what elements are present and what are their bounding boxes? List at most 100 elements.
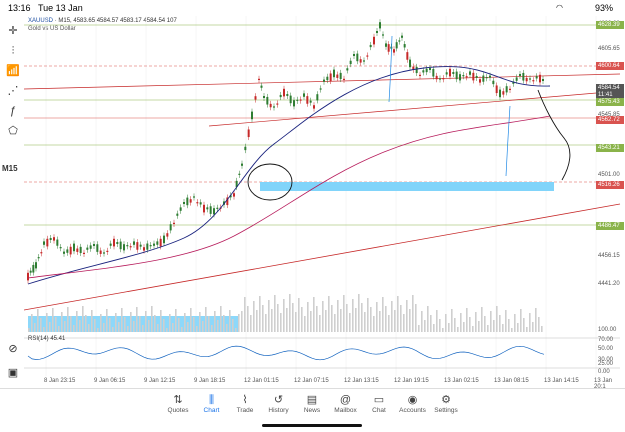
rsi-scale-label: 70.00 (598, 337, 614, 343)
time-scale-label: 12 Jan 01:15 (244, 378, 279, 384)
volume-bar (157, 324, 159, 332)
volume-bar (118, 322, 120, 332)
nav-item-history[interactable]: ↺ History (261, 393, 297, 414)
moving-averages (27, 66, 551, 285)
candle-body (359, 59, 362, 63)
timeframe-button[interactable]: M15 (2, 164, 18, 173)
nav-item-accounts[interactable]: ◉ Accounts (395, 393, 431, 414)
nav-label: Chart (203, 407, 220, 414)
volume-bar (250, 315, 252, 332)
candle-body (266, 96, 269, 105)
volume-bar (223, 315, 225, 332)
settings-icon: ⚙ (441, 394, 451, 406)
volume-bar (82, 306, 84, 332)
volume-bar (199, 312, 201, 332)
candle-body (539, 74, 541, 83)
function-icon[interactable]: ƒ (9, 105, 17, 117)
candle-body (343, 78, 345, 80)
volume-bar (421, 311, 423, 332)
shapes-icon[interactable]: ⬠ (8, 125, 18, 137)
objects-icon[interactable]: ⋰ (7, 85, 19, 97)
candle-body (35, 262, 37, 269)
volume-bar (70, 316, 72, 332)
candle-body (469, 71, 471, 75)
candle-body (459, 74, 461, 81)
candle-body (59, 247, 62, 249)
candle-body (89, 245, 92, 249)
volume-bar (439, 319, 441, 332)
volume-bar (238, 314, 240, 332)
volume-bar (139, 316, 141, 332)
volume-bar (535, 308, 537, 332)
volume-bar (46, 313, 48, 332)
candle-body (156, 241, 159, 245)
candle-body (286, 94, 289, 96)
candle-body (139, 244, 142, 247)
candle-body (435, 75, 438, 80)
nav-item-quotes[interactable]: ⇅ Quotes (160, 393, 196, 414)
candle-body (387, 44, 390, 52)
volume-bar (232, 319, 234, 332)
window-icon[interactable]: ▣ (7, 367, 19, 379)
candle-body (129, 246, 132, 248)
volume-bar (355, 308, 357, 332)
volume-bar (397, 296, 399, 332)
rsi-settings-icon[interactable]: ⊘ (8, 343, 18, 355)
nav-item-chart[interactable]: ⫼ Chart (194, 393, 230, 414)
volume-bar (28, 328, 30, 332)
candle-body (263, 96, 265, 98)
candle-body (465, 76, 468, 78)
volume-bar (340, 309, 342, 332)
candle-body (254, 96, 257, 100)
volume-bar (424, 320, 426, 332)
candle-body (247, 129, 250, 138)
candle-body (333, 69, 335, 78)
status-bar: 13:16 Tue 13 Jan ◠ 93% (0, 0, 625, 16)
candle-body (103, 252, 105, 254)
candle-body (326, 76, 329, 81)
candle-body (260, 85, 263, 88)
volume-bar (307, 302, 309, 332)
price-scale-label: 4441.20 (598, 281, 620, 287)
candle-body (306, 96, 309, 104)
volume-bar (181, 327, 183, 332)
candle-body (153, 243, 155, 246)
candle-body (353, 54, 355, 56)
candle-body (56, 239, 59, 246)
volume-bar (367, 298, 369, 332)
candle-body (86, 247, 89, 250)
volume-bar (409, 309, 411, 332)
volume-bar (526, 327, 528, 332)
nav-item-news[interactable]: ▤ News (294, 393, 330, 414)
candle-body (251, 111, 253, 120)
volume-bar (202, 321, 204, 332)
candle-body (492, 80, 495, 85)
volume-bar (280, 313, 282, 332)
candles-icon[interactable]: ⫶ (11, 45, 15, 57)
candle-body (406, 52, 409, 60)
volume-bar (58, 326, 60, 332)
indicators-icon[interactable]: 📶 (6, 65, 20, 77)
nav-item-mailbox[interactable]: @ Mailbox (328, 393, 364, 414)
volume-bar (433, 324, 435, 332)
volume-bar (382, 297, 384, 332)
candle-body (505, 86, 508, 93)
crosshair-icon[interactable]: ✛ (8, 25, 18, 37)
candle-body (199, 202, 202, 205)
volume-bar (142, 325, 144, 332)
volume-bar (43, 327, 45, 332)
candle-body (303, 93, 305, 97)
volume-bar (415, 304, 417, 332)
candle-body (432, 68, 435, 77)
candle-body (179, 207, 182, 211)
volume-bar (502, 324, 504, 332)
candle-body (472, 72, 475, 81)
candle-body (176, 213, 179, 216)
nav-item-chat[interactable]: ▭ Chat (361, 393, 397, 414)
price-chart[interactable] (24, 16, 624, 386)
nav-item-settings[interactable]: ⚙ Settings (428, 393, 464, 414)
volume-bar (493, 320, 495, 332)
candle-body (238, 173, 241, 175)
candle-body (193, 196, 195, 198)
nav-item-trade[interactable]: ⌇ Trade (227, 393, 263, 414)
